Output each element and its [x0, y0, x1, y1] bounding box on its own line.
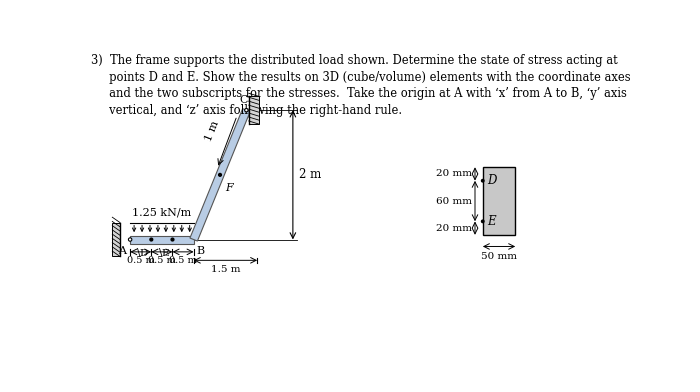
Text: 0.5 m: 0.5 m: [169, 256, 197, 265]
Text: points D and E. Show the results on 3D (cube/volume) elements with the coordinat: points D and E. Show the results on 3D (…: [90, 71, 630, 83]
Circle shape: [245, 109, 248, 112]
Circle shape: [128, 238, 132, 241]
Text: 1 m: 1 m: [204, 119, 221, 143]
Text: and the two subscripts for the stresses.  Take the origin at A with ‘x’ from A t: and the two subscripts for the stresses.…: [90, 87, 626, 100]
Text: 50 mm: 50 mm: [481, 252, 517, 261]
Bar: [112, 223, 120, 256]
Text: 1.25 kN/m: 1.25 kN/m: [132, 207, 192, 217]
Circle shape: [218, 174, 221, 176]
Bar: [130, 236, 194, 243]
Text: E: E: [487, 215, 496, 228]
Text: D: D: [487, 174, 497, 187]
Text: 60 mm: 60 mm: [436, 196, 472, 205]
Text: $\backslash$E: $\backslash$E: [158, 246, 170, 259]
Text: 0.5 m: 0.5 m: [148, 256, 176, 265]
Text: 20 mm: 20 mm: [436, 224, 472, 232]
Circle shape: [482, 180, 484, 182]
Text: B: B: [196, 246, 204, 256]
Text: 3)  The frame supports the distributed load shown. Determine the state of stress: 3) The frame supports the distributed lo…: [90, 54, 617, 67]
Circle shape: [171, 238, 174, 241]
Text: 0.5 m: 0.5 m: [127, 256, 155, 265]
Text: 20 mm: 20 mm: [436, 169, 472, 178]
Circle shape: [482, 220, 484, 223]
Polygon shape: [190, 109, 250, 241]
Text: F: F: [225, 183, 232, 192]
Text: C: C: [240, 95, 248, 105]
Text: $\backslash$D: $\backslash$D: [136, 246, 149, 259]
Bar: [248, 96, 259, 124]
Text: vertical, and ‘z’ axis following the right-hand rule.: vertical, and ‘z’ axis following the rig…: [90, 103, 402, 117]
Bar: [483, 167, 515, 235]
Circle shape: [150, 238, 153, 241]
Text: 2 m: 2 m: [299, 168, 321, 181]
Text: 1.5 m: 1.5 m: [211, 265, 240, 274]
Text: A: A: [118, 247, 126, 256]
